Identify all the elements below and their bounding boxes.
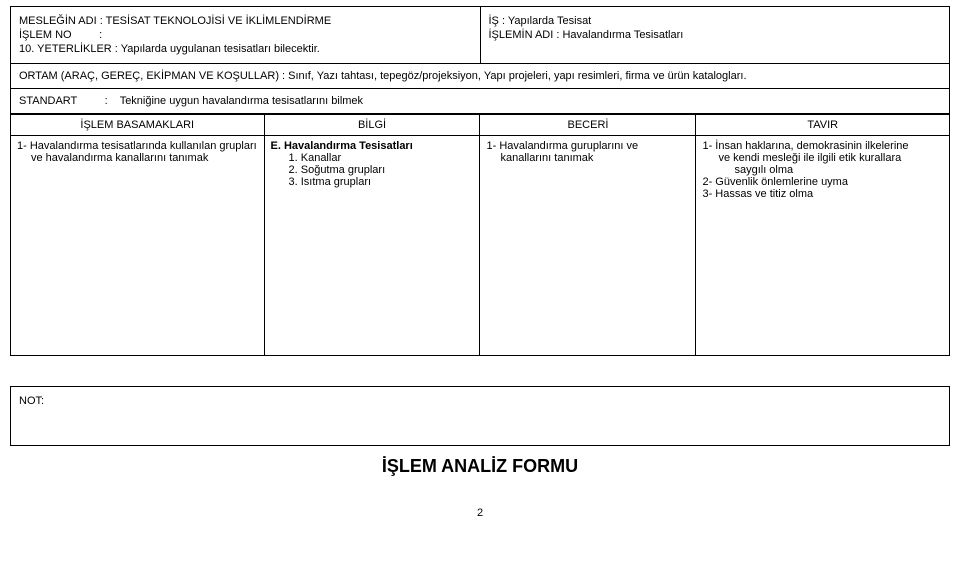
standart-colon: : <box>80 95 117 107</box>
yeterlikler-label: 10. YETERLİKLER <box>19 43 112 55</box>
table-row: 1- Havalandırma tesisatlarında kullanıla… <box>11 136 950 356</box>
is-value: Yapılarda Tesisat <box>508 15 591 27</box>
col-basamak: İŞLEM BASAMAKLARI <box>11 115 265 136</box>
islemin-adi-label: İŞLEMİN ADI : <box>489 29 560 41</box>
is-line: İŞ : Yapılarda Tesisat <box>489 15 942 27</box>
basamak-item: 1- Havalandırma tesisatlarında kullanıla… <box>31 140 258 164</box>
page-number: 2 <box>10 507 950 519</box>
standart-value: Tekniğine uygun havalandırma tesisatları… <box>120 95 363 107</box>
tavir-3: 3- Hassas ve titiz olma <box>702 188 943 200</box>
is-label: İŞ : <box>489 15 506 27</box>
tavir-1: 1- İnsan haklarına, demokrasinin ilkeler… <box>702 140 943 152</box>
main-table: İŞLEM BASAMAKLARI BİLGİ BECERİ TAVIR 1- … <box>10 114 950 356</box>
tavir-1b: ve kendi mesleği ile ilgili etik kuralla… <box>718 152 943 164</box>
col-bilgi: BİLGİ <box>264 115 480 136</box>
bilgi-2: 2. Soğutma grupları <box>289 164 474 176</box>
header-row: MESLEĞİN ADI : TESİSAT TEKNOLOJİSİ VE İK… <box>10 6 950 64</box>
tavir-2: 2- Güvenlik önlemlerine uyma <box>702 176 943 188</box>
meslegin-adi-value: TESİSAT TEKNOLOJİSİ VE İKLİMLENDİRME <box>106 15 332 27</box>
cell-basamak: 1- Havalandırma tesisatlarında kullanıla… <box>11 136 265 356</box>
col-tavir: TAVIR <box>696 115 950 136</box>
not-label: NOT: <box>19 395 44 407</box>
ortam-value: Sınıf, Yazı tahtası, tepegöz/projeksiyon… <box>288 70 746 82</box>
islem-no-value: : <box>75 29 103 41</box>
bilgi-title: E. Havalandırma Tesisatları <box>271 140 474 152</box>
tavir-1c: saygılı olma <box>734 164 943 176</box>
yeterlikler-value: Yapılarda uygulanan tesisatları bilecekt… <box>121 43 320 55</box>
form-title: İŞLEM ANALİZ FORMU <box>10 456 950 477</box>
standart-label: STANDART <box>19 95 77 107</box>
standart-box: STANDART : Tekniğine uygun havalandırma … <box>10 89 950 114</box>
cell-bilgi: E. Havalandırma Tesisatları 1. Kanallar … <box>264 136 480 356</box>
table-header-row: İŞLEM BASAMAKLARI BİLGİ BECERİ TAVIR <box>11 115 950 136</box>
ortam-label: ORTAM (ARAÇ, GEREÇ, EKİPMAN VE KOŞULLAR)… <box>19 70 285 82</box>
islem-no-label: İŞLEM NO <box>19 29 72 41</box>
meslegin-adi: MESLEĞİN ADI : TESİSAT TEKNOLOJİSİ VE İK… <box>19 15 472 27</box>
page: MESLEĞİN ADI : TESİSAT TEKNOLOJİSİ VE İK… <box>0 0 960 525</box>
ortam-box: ORTAM (ARAÇ, GEREÇ, EKİPMAN VE KOŞULLAR)… <box>10 64 950 89</box>
beceri-item: 1- Havalandırma guruplarını ve kanalları… <box>500 140 689 164</box>
islem-no: İŞLEM NO : <box>19 29 472 41</box>
cell-tavir: 1- İnsan haklarına, demokrasinin ilkeler… <box>696 136 950 356</box>
meslegin-adi-label: MESLEĞİN ADI <box>19 15 97 27</box>
cell-beceri: 1- Havalandırma guruplarını ve kanalları… <box>480 136 696 356</box>
yeterlikler: 10. YETERLİKLER : Yapılarda uygulanan te… <box>19 43 472 55</box>
bilgi-3: 3. Isıtma grupları <box>289 176 474 188</box>
bilgi-title-text: E. Havalandırma Tesisatları <box>271 140 413 152</box>
col-beceri: BECERİ <box>480 115 696 136</box>
islemin-adi-value: Havalandırma Tesisatları <box>562 29 683 41</box>
header-right: İŞ : Yapılarda Tesisat İŞLEMİN ADI : Hav… <box>481 7 950 63</box>
header-left: MESLEĞİN ADI : TESİSAT TEKNOLOJİSİ VE İK… <box>11 7 481 63</box>
islemin-adi-line: İŞLEMİN ADI : Havalandırma Tesisatları <box>489 29 942 41</box>
not-box: NOT: <box>10 386 950 446</box>
bilgi-1: 1. Kanallar <box>289 152 474 164</box>
